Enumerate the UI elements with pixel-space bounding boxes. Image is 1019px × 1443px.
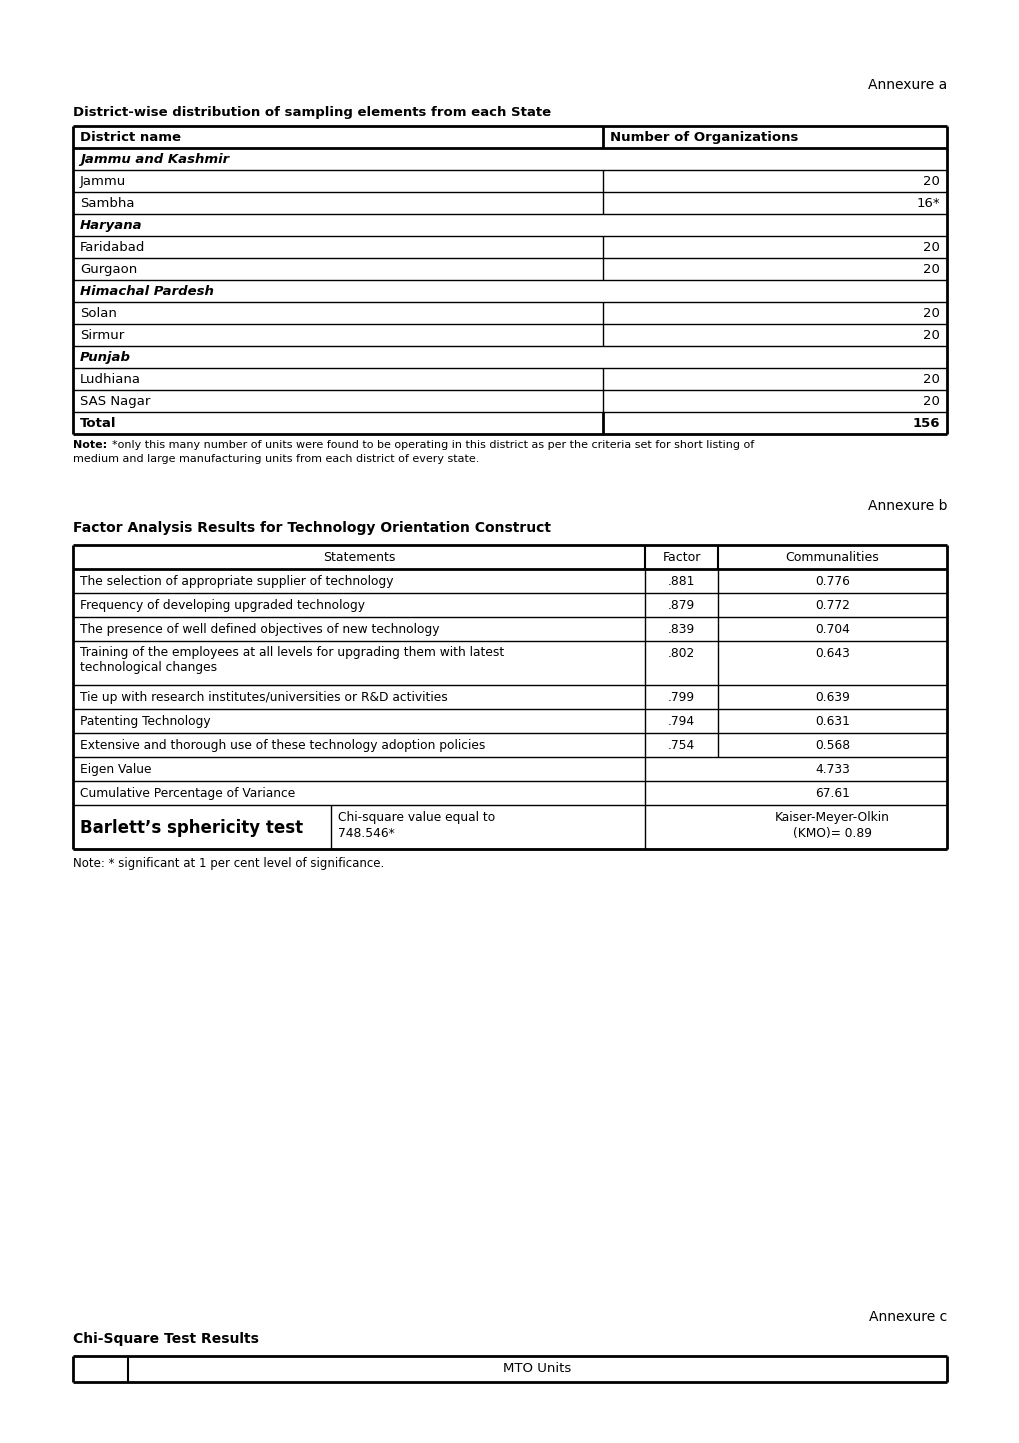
Text: MTO Units: MTO Units	[503, 1362, 571, 1375]
Text: 20: 20	[922, 307, 940, 320]
Text: 20: 20	[922, 372, 940, 385]
Text: Chi-square value equal to: Chi-square value equal to	[337, 811, 495, 824]
Text: 20: 20	[922, 263, 940, 276]
Text: 20: 20	[922, 175, 940, 188]
Text: 0.639: 0.639	[814, 691, 849, 704]
Text: Annexure b: Annexure b	[866, 499, 946, 514]
Text: 20: 20	[922, 241, 940, 254]
Text: *only this many number of units were found to be operating in this district as p: *only this many number of units were fou…	[105, 440, 753, 450]
Text: Sambha: Sambha	[79, 198, 135, 211]
Text: 0.643: 0.643	[814, 646, 849, 659]
Text: The selection of appropriate supplier of technology: The selection of appropriate supplier of…	[79, 574, 393, 587]
Text: 67.61: 67.61	[814, 786, 849, 799]
Text: (KMO)= 0.89: (KMO)= 0.89	[792, 827, 871, 840]
Text: 0.776: 0.776	[814, 574, 849, 587]
Text: SAS Nagar: SAS Nagar	[79, 395, 150, 408]
Text: Jammu: Jammu	[79, 175, 126, 188]
Text: .881: .881	[667, 574, 695, 587]
Text: 0.631: 0.631	[814, 714, 849, 729]
Text: Chi-Square Test Results: Chi-Square Test Results	[73, 1332, 259, 1346]
Text: 0.704: 0.704	[814, 623, 849, 636]
Text: Faridabad: Faridabad	[79, 241, 146, 254]
Text: District-wise distribution of sampling elements from each State: District-wise distribution of sampling e…	[73, 105, 550, 118]
Text: 20: 20	[922, 395, 940, 408]
Text: Tie up with research institutes/universities or R&D activities: Tie up with research institutes/universi…	[79, 691, 447, 704]
Text: Extensive and thorough use of these technology adoption policies: Extensive and thorough use of these tech…	[79, 739, 485, 752]
Text: medium and large manufacturing units from each district of every state.: medium and large manufacturing units fro…	[73, 455, 479, 465]
Text: 0.772: 0.772	[814, 599, 849, 612]
Text: 16*: 16*	[915, 198, 940, 211]
Text: .839: .839	[667, 623, 694, 636]
Text: Factor: Factor	[661, 551, 700, 564]
Text: technological changes: technological changes	[79, 661, 217, 674]
Text: Jammu and Kashmir: Jammu and Kashmir	[79, 153, 229, 166]
Text: .794: .794	[667, 714, 694, 729]
Text: District name: District name	[79, 131, 180, 144]
Text: Sirmur: Sirmur	[79, 329, 124, 342]
Text: Himachal Pardesh: Himachal Pardesh	[79, 286, 214, 299]
Text: Note:: Note:	[73, 440, 107, 450]
Text: Punjab: Punjab	[79, 351, 130, 364]
Text: 0.568: 0.568	[814, 739, 849, 752]
Text: Communalities: Communalities	[785, 551, 878, 564]
Text: .754: .754	[667, 739, 694, 752]
Text: Barlett’s sphericity test: Barlett’s sphericity test	[79, 820, 303, 837]
Text: 748.546*: 748.546*	[337, 827, 394, 840]
Text: Patenting Technology: Patenting Technology	[79, 714, 210, 729]
Text: 20: 20	[922, 329, 940, 342]
Text: .799: .799	[667, 691, 694, 704]
Text: Cumulative Percentage of Variance: Cumulative Percentage of Variance	[79, 786, 294, 799]
Text: 156: 156	[912, 417, 940, 430]
Text: Note: * significant at 1 per cent level of significance.: Note: * significant at 1 per cent level …	[73, 857, 384, 870]
Text: .879: .879	[667, 599, 694, 612]
Text: Annexure a: Annexure a	[867, 78, 946, 92]
Text: Frequency of developing upgraded technology: Frequency of developing upgraded technol…	[79, 599, 365, 612]
Text: Total: Total	[79, 417, 116, 430]
Text: Statements: Statements	[322, 551, 394, 564]
Text: Eigen Value: Eigen Value	[79, 763, 152, 776]
Text: Gurgaon: Gurgaon	[79, 263, 138, 276]
Text: 4.733: 4.733	[814, 763, 849, 776]
Text: The presence of well defined objectives of new technology: The presence of well defined objectives …	[79, 623, 439, 636]
Text: Kaiser-Meyer-Olkin: Kaiser-Meyer-Olkin	[774, 811, 889, 824]
Text: Ludhiana: Ludhiana	[79, 372, 141, 385]
Text: .802: .802	[667, 646, 694, 659]
Text: Training of the employees at all levels for upgrading them with latest: Training of the employees at all levels …	[79, 646, 503, 659]
Text: Solan: Solan	[79, 307, 117, 320]
Text: Factor Analysis Results for Technology Orientation Construct: Factor Analysis Results for Technology O…	[73, 521, 550, 535]
Text: Haryana: Haryana	[79, 219, 143, 232]
Text: Number of Organizations: Number of Organizations	[609, 131, 798, 144]
Text: Annexure c: Annexure c	[868, 1310, 946, 1325]
